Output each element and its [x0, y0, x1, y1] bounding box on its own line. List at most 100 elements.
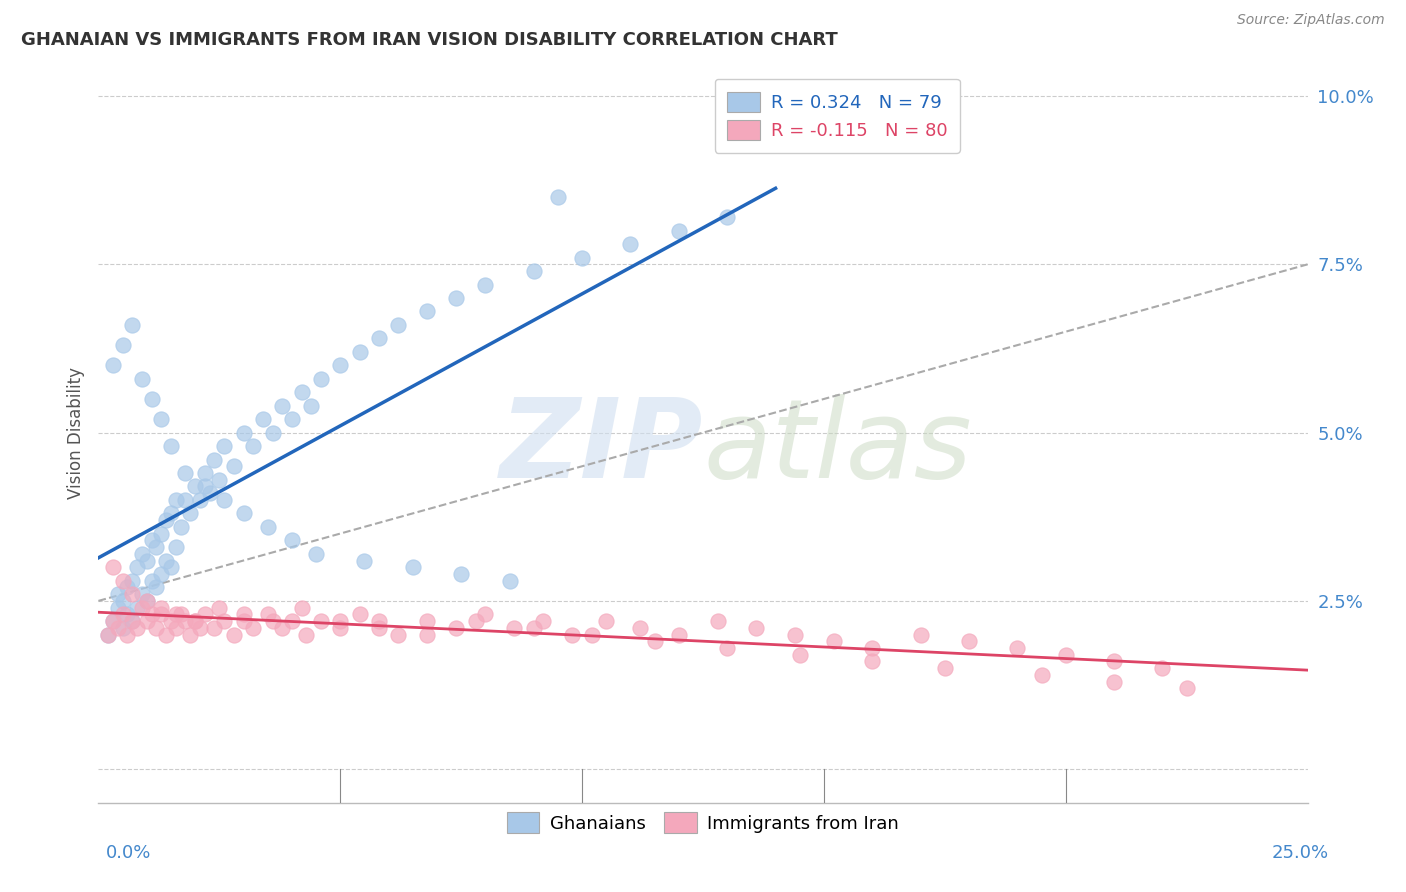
Point [198, 486, 221, 500]
Point [174, 614, 197, 628]
Point [117, 627, 139, 641]
Point [131, 587, 153, 601]
Point [204, 452, 226, 467]
Point [121, 614, 143, 628]
Point [145, 621, 167, 635]
Point [155, 513, 177, 527]
Point [97, 627, 120, 641]
Point [329, 621, 352, 635]
Point [204, 621, 226, 635]
Point [934, 661, 956, 675]
Point [910, 627, 932, 641]
Point [165, 540, 187, 554]
Point [121, 614, 143, 628]
Point [141, 574, 163, 588]
Text: 0.0%: 0.0% [105, 844, 150, 862]
Point [242, 621, 264, 635]
Point [145, 581, 167, 595]
Point [222, 627, 245, 641]
Point [329, 614, 352, 628]
Point [716, 640, 738, 655]
Point [232, 425, 254, 440]
Point [174, 492, 197, 507]
Point [155, 553, 177, 567]
Point [107, 587, 129, 601]
Point [271, 621, 294, 635]
Point [498, 574, 520, 588]
Point [135, 594, 157, 608]
Point [416, 614, 439, 628]
Point [160, 560, 183, 574]
Point [1031, 668, 1053, 682]
Point [165, 492, 187, 507]
Point [349, 607, 371, 622]
Point [402, 560, 425, 574]
Point [387, 318, 409, 332]
Point [174, 466, 197, 480]
Point [368, 614, 391, 628]
Point [127, 600, 149, 615]
Point [271, 399, 294, 413]
Point [823, 634, 845, 648]
Point [450, 566, 472, 581]
Point [150, 412, 173, 426]
Text: atlas: atlas [703, 394, 972, 501]
Point [107, 621, 129, 635]
Point [160, 614, 183, 628]
Text: GHANAIAN VS IMMIGRANTS FROM IRAN VISION DISABILITY CORRELATION CHART: GHANAIAN VS IMMIGRANTS FROM IRAN VISION … [21, 31, 838, 49]
Point [232, 507, 254, 521]
Point [860, 640, 883, 655]
Y-axis label: Vision Disability: Vision Disability [66, 367, 84, 499]
Point [668, 627, 690, 641]
Point [581, 627, 603, 641]
Point [349, 344, 371, 359]
Point [101, 560, 124, 574]
Point [160, 439, 183, 453]
Point [184, 614, 207, 628]
Point [208, 600, 231, 615]
Point [212, 614, 235, 628]
Text: Source: ZipAtlas.com: Source: ZipAtlas.com [1237, 13, 1385, 28]
Point [194, 466, 217, 480]
Point [121, 574, 143, 588]
Point [309, 372, 332, 386]
Point [141, 607, 163, 622]
Point [135, 594, 157, 608]
Point [474, 607, 496, 622]
Point [329, 359, 352, 373]
Point [141, 392, 163, 406]
Legend: Ghanaians, Immigrants from Iran: Ghanaians, Immigrants from Iran [494, 799, 912, 846]
Point [208, 473, 231, 487]
Point [295, 627, 318, 641]
Point [1102, 655, 1125, 669]
Point [135, 553, 157, 567]
Point [1007, 640, 1029, 655]
Text: 25.0%: 25.0% [1271, 844, 1329, 862]
Point [446, 621, 468, 635]
Point [111, 621, 134, 635]
Point [194, 607, 217, 622]
Point [111, 594, 134, 608]
Point [188, 492, 211, 507]
Point [464, 614, 486, 628]
Point [145, 540, 167, 554]
Point [305, 547, 328, 561]
Point [194, 479, 217, 493]
Point [252, 412, 274, 426]
Point [290, 385, 312, 400]
Point [131, 547, 153, 561]
Point [571, 251, 593, 265]
Point [101, 614, 124, 628]
Point [160, 507, 183, 521]
Point [212, 439, 235, 453]
Point [179, 627, 201, 641]
Point [957, 634, 980, 648]
Point [179, 507, 201, 521]
Point [1152, 661, 1174, 675]
Point [1102, 674, 1125, 689]
Point [668, 224, 690, 238]
Point [256, 607, 278, 622]
Point [299, 399, 322, 413]
Point [117, 607, 139, 622]
Point [222, 459, 245, 474]
